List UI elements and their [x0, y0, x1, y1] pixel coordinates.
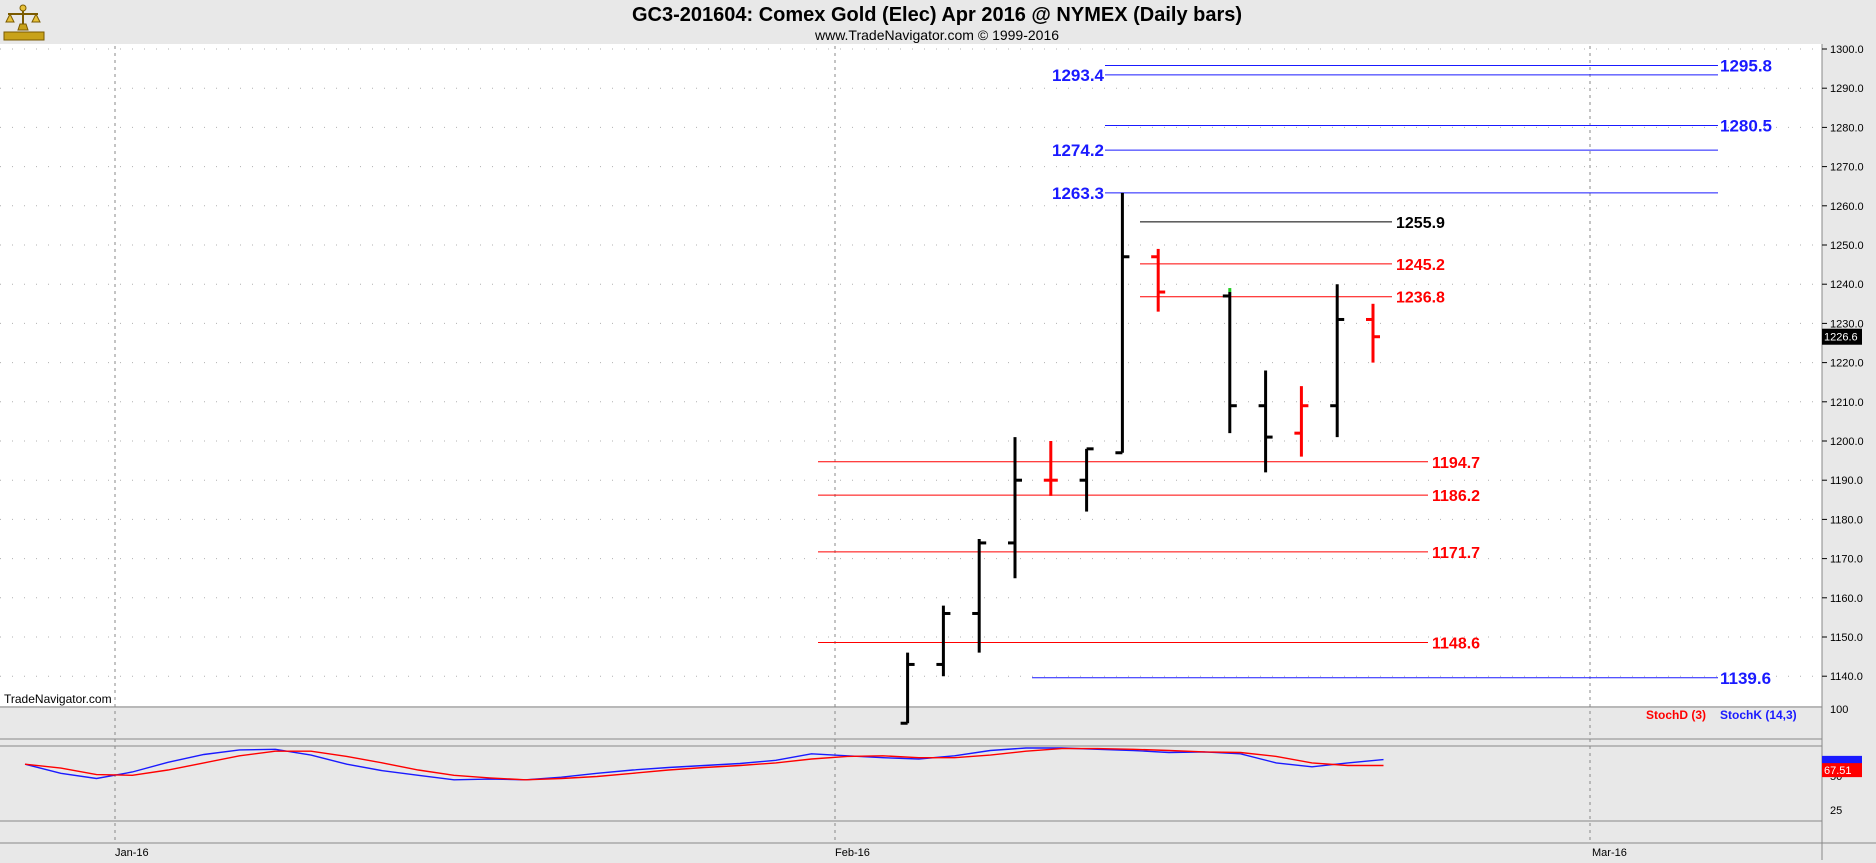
- price-tick-label: 1190.0: [1830, 475, 1863, 487]
- level-label-1274.2: 1274.2: [1052, 141, 1104, 160]
- chart-area: [0, 44, 1822, 706]
- price-tick-label: 1280.0: [1830, 122, 1864, 134]
- level-label-1263.3: 1263.3: [1052, 184, 1104, 203]
- level-label-1236.8: 1236.8: [1396, 290, 1445, 307]
- price-tick-label: 1170.0: [1830, 554, 1863, 566]
- level-label-1295.8: 1295.8: [1720, 56, 1772, 75]
- level-label-1171.7: 1171.7: [1432, 545, 1480, 562]
- level-label-1194.7: 1194.7: [1432, 455, 1480, 472]
- price-tick-label: 1240.0: [1830, 279, 1864, 291]
- chart-subtitle: www.TradeNavigator.com © 1999-2016: [814, 27, 1059, 43]
- stochk-value-badge: [1822, 755, 1862, 765]
- price-tick-label: 1210.0: [1830, 397, 1864, 409]
- price-tick-label: 1180.0: [1830, 514, 1863, 526]
- ohlc-bars: [900, 192, 1380, 725]
- x-tick-feb: Feb-16: [835, 847, 870, 859]
- level-label-1293.4: 1293.4: [1052, 66, 1105, 85]
- price-tick-label: 1230.0: [1830, 318, 1864, 330]
- price-axis: 1300.0 1290.0 1280.0 1270.0 1260.0 1250.0 1240…: [1822, 44, 1864, 683]
- stochd-line: [24, 747, 1384, 781]
- x-tick-jan: Jan-16: [115, 847, 149, 859]
- price-tick-label: 1290.0: [1830, 83, 1864, 95]
- gold-scales-logo-icon: [3, 4, 45, 41]
- level-lines: 1295.8 1293.4 1280.5 1274.2 1263.3 1255.9 1245…: [818, 56, 1772, 688]
- stochd-value-badge: [1822, 763, 1862, 778]
- level-label-1139.6: 1139.6: [1720, 669, 1771, 688]
- price-tick-label: 1140.0: [1830, 671, 1863, 683]
- watermark: TradeNavigator.com: [4, 692, 112, 706]
- price-tick-label: 1250.0: [1830, 240, 1864, 252]
- price-tick-label: 1300.0: [1830, 44, 1864, 56]
- stochastic-panel: 100502567.51: [0, 704, 1876, 844]
- level-label-1255.9: 1255.9: [1396, 215, 1445, 232]
- stochd-value-label: 67.51: [1824, 765, 1852, 777]
- price-tick-label: 1160.0: [1830, 593, 1863, 605]
- level-label-1148.6: 1148.6: [1432, 635, 1480, 652]
- chart-title: GC3-201604: Comex Gold (Elec) Apr 2016 @…: [632, 4, 1242, 26]
- level-label-1280.5: 1280.5: [1720, 116, 1772, 135]
- indicator-tick-label: 100: [1830, 704, 1848, 716]
- stochk-line: [24, 747, 1384, 781]
- x-tick-mar: Mar-16: [1592, 847, 1627, 859]
- price-tick-label: 1260.0: [1830, 201, 1864, 213]
- level-label-1245.2: 1245.2: [1396, 257, 1445, 274]
- legend-stochd: StochD (3): [1646, 708, 1706, 722]
- current-price-label: 1226.6: [1824, 332, 1858, 344]
- price-tick-label: 1270.0: [1830, 162, 1864, 174]
- price-tick-label: 1150.0: [1830, 632, 1863, 644]
- price-tick-label: 1220.0: [1830, 358, 1864, 370]
- level-label-1186.2: 1186.2: [1432, 488, 1480, 505]
- current-price-badge: 1226.6: [1822, 328, 1862, 345]
- price-tick-label: 1200.0: [1830, 436, 1864, 448]
- indicator-tick-label: 25: [1830, 805, 1842, 817]
- legend-stochk: StochK (14,3): [1720, 708, 1797, 722]
